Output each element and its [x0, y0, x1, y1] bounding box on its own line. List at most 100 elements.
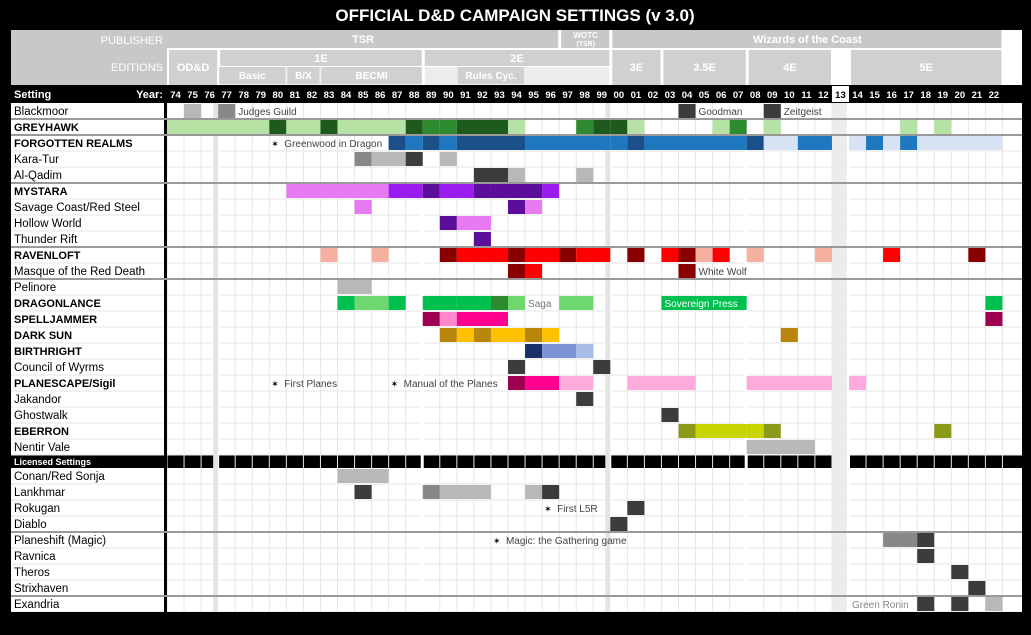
annotation-text: First Planes — [284, 379, 337, 390]
row-label: PLANESCAPE/Sigil — [14, 378, 115, 390]
span-bar — [934, 120, 952, 134]
span-bar — [167, 120, 270, 134]
edition-name: 5E — [919, 62, 932, 74]
publisher-name: TSR — [352, 34, 374, 46]
span-bar — [559, 248, 577, 262]
span-bar — [439, 248, 457, 262]
span-bar — [934, 424, 952, 438]
year-label: 20 — [955, 90, 966, 101]
span-bar — [337, 280, 372, 294]
header-label-bg — [11, 30, 167, 85]
year-label: 16 — [886, 90, 897, 101]
span-bar — [525, 248, 560, 262]
annotation-text: Goodman — [699, 107, 743, 118]
annotation-star: ✶ — [544, 504, 552, 514]
span-bar — [525, 485, 543, 499]
span-bar — [712, 248, 730, 262]
annotation-text: Judges Guild — [238, 107, 296, 118]
span-bar — [661, 248, 679, 262]
row-label: Masque of the Red Death — [14, 266, 145, 278]
span-bar — [490, 184, 543, 198]
span-bar — [883, 533, 918, 547]
span-bar — [508, 264, 526, 278]
annotation-star: ✶ — [391, 379, 399, 389]
span-bar — [678, 424, 696, 438]
span-bar — [627, 136, 645, 150]
year-label: 10 — [784, 90, 795, 101]
span-bar — [337, 296, 355, 310]
year-label: 76 — [204, 90, 215, 101]
span-bar — [866, 136, 884, 150]
publisher-name: WOTC — [574, 31, 599, 40]
year-highlight — [831, 86, 849, 102]
year-label: 79 — [255, 90, 266, 101]
span-bar — [763, 136, 798, 150]
span-bar — [405, 152, 423, 166]
span-bar — [900, 136, 918, 150]
span-bar — [405, 120, 423, 134]
publisher-name: Wizards of the Coast — [753, 34, 862, 46]
year-label: 98 — [579, 90, 590, 101]
span-bar — [610, 120, 628, 134]
span-bar — [388, 136, 406, 150]
row-label: Kara-Tur — [14, 154, 59, 166]
year-label: 13 — [835, 90, 846, 101]
year-label: 08 — [750, 90, 761, 101]
span-bar — [286, 184, 389, 198]
annotation-star: ✶ — [493, 536, 501, 546]
chart-title: OFFICIAL D&D CAMPAIGN SETTINGS (v 3.0) — [335, 6, 694, 25]
span-bar — [917, 533, 935, 547]
edition-boundary — [847, 103, 850, 612]
row-label: Pelinore — [14, 282, 56, 294]
span-bar — [525, 264, 543, 278]
span-bar — [542, 328, 560, 342]
annotation-star: ✶ — [271, 139, 279, 149]
span-bar — [508, 168, 526, 182]
span-bar — [883, 248, 901, 262]
year-label: 78 — [238, 90, 249, 101]
span-bar — [422, 312, 440, 326]
annotation-star: ✶ — [271, 379, 279, 389]
row-label: Theros — [14, 567, 50, 579]
span-bar — [473, 328, 491, 342]
edition-boundary — [744, 103, 748, 612]
year-label: 19 — [937, 90, 948, 101]
year-header: Year: — [136, 89, 163, 101]
subedition-cell — [457, 67, 525, 84]
year-label: 17 — [903, 90, 914, 101]
edition-name: 3.5E — [693, 62, 716, 74]
span-bar — [610, 136, 628, 150]
span-bar — [627, 376, 696, 390]
span-bar — [422, 120, 440, 134]
subedition-name: B/X — [295, 71, 312, 82]
span-bar — [439, 328, 457, 342]
year-label: 03 — [665, 90, 676, 101]
span-bar — [337, 469, 389, 483]
edition-cell — [169, 50, 218, 85]
span-bar — [576, 392, 594, 406]
span-bar — [678, 264, 696, 278]
row-label: Ravnica — [14, 551, 56, 563]
year-label: 84 — [341, 90, 352, 101]
span-bar — [951, 565, 969, 579]
year-label: 07 — [733, 90, 744, 101]
span-bar — [576, 120, 594, 134]
edition-name: 2E — [510, 53, 523, 65]
span-bar — [320, 120, 338, 134]
span-bar — [763, 120, 781, 134]
licensed-band — [11, 455, 1022, 468]
span-bar — [422, 296, 457, 310]
span-bar — [320, 248, 338, 262]
year-label: 75 — [187, 90, 198, 101]
year-label: 91 — [460, 90, 471, 101]
span-bar — [627, 501, 645, 515]
span-bar — [525, 136, 611, 150]
year-label: 06 — [716, 90, 727, 101]
span-bar — [473, 168, 508, 182]
year-label: 85 — [358, 90, 369, 101]
publisher-cell — [167, 30, 559, 48]
span-bar — [490, 328, 526, 342]
span-bar — [439, 152, 457, 166]
subedition-cell — [321, 67, 422, 84]
edition-boundary — [420, 103, 424, 612]
